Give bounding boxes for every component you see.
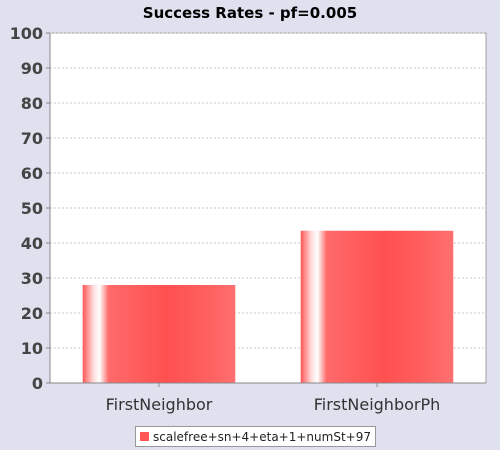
legend-label: scalefree+sn+4+eta+1+numSt+97 <box>153 430 371 444</box>
y-tick-label: 40 <box>21 234 43 253</box>
bar <box>301 231 454 383</box>
y-tick-label: 90 <box>21 59 43 78</box>
x-tick-label: FirstNeighbor <box>106 395 213 414</box>
legend: scalefree+sn+4+eta+1+numSt+97 <box>135 426 376 447</box>
y-tick-label: 100 <box>10 24 43 43</box>
y-tick-label: 70 <box>21 129 43 148</box>
x-tick-label: FirstNeighborPh <box>314 395 441 414</box>
y-tick-label: 20 <box>21 304 43 323</box>
legend-swatch <box>140 432 149 441</box>
y-tick-label: 60 <box>21 164 43 183</box>
bar <box>83 285 236 383</box>
y-tick-label: 80 <box>21 94 43 113</box>
y-tick-label: 50 <box>21 199 43 218</box>
y-tick-label: 0 <box>32 374 43 393</box>
y-tick-label: 30 <box>21 269 43 288</box>
y-tick-label: 10 <box>21 339 43 358</box>
